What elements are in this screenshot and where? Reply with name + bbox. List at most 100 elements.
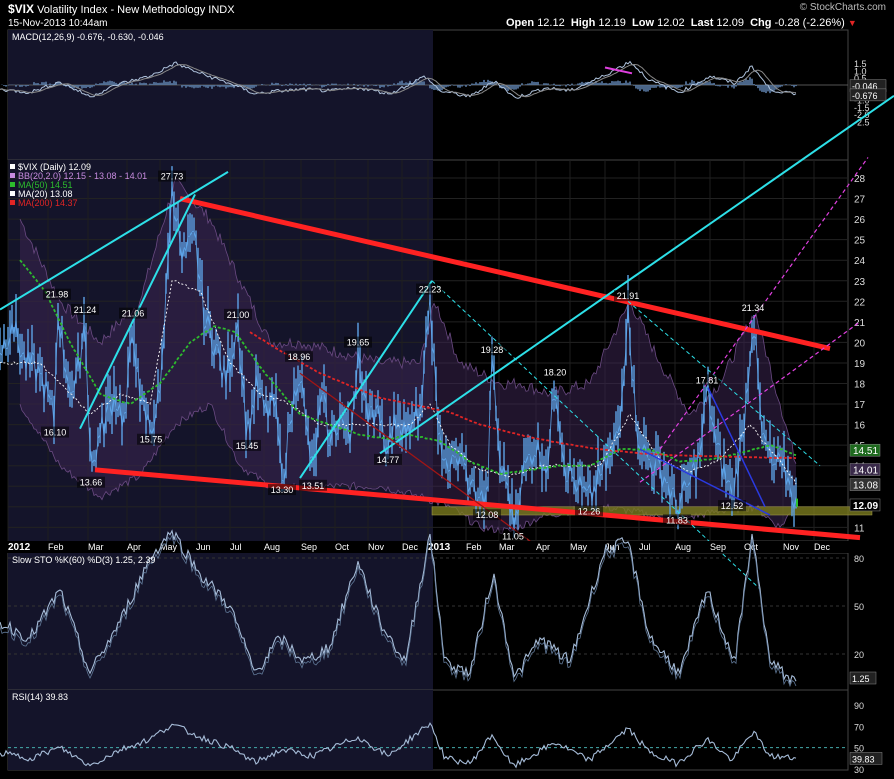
- x-axis-label: Nov: [783, 542, 800, 552]
- price-annotation: 18.20: [544, 367, 567, 377]
- legend-swatch: [10, 191, 15, 196]
- price-tick-label: 17: [854, 400, 866, 411]
- annotation-bg: [739, 301, 767, 313]
- price-annotation: 13.30: [271, 485, 294, 495]
- annotation-bg: [41, 426, 69, 438]
- annotation-bg: [71, 303, 99, 315]
- macd-tick-label: -2.5: [854, 118, 870, 128]
- annotation-bg: [416, 283, 444, 295]
- annotation-bg: [478, 344, 506, 356]
- annotation-bg: [224, 308, 252, 320]
- macd-right-box: [849, 88, 887, 102]
- trendline-blue-1: [639, 448, 771, 516]
- price-annotation: 12.52: [721, 501, 744, 511]
- price-tick-label: 16: [854, 421, 866, 432]
- price-tick-label: 27: [854, 195, 866, 206]
- x-axis-label: Oct: [335, 542, 350, 552]
- price-legend-entry: MA(200) 14.37: [18, 198, 78, 208]
- quote-summary: Open 12.12 High 12.19 Low 12.02 Last 12.…: [506, 17, 857, 29]
- annotation-bg: [158, 170, 186, 182]
- annotation-bg: [137, 433, 165, 445]
- x-axis-label: Mar: [499, 542, 515, 552]
- trendline-cyan-4: [379, 94, 894, 455]
- price-annotation: 15.75: [140, 435, 163, 445]
- trendline-red-upper: [179, 196, 831, 352]
- x-axis-label: May: [160, 542, 178, 552]
- macd-signal-line: [0, 63, 797, 98]
- price-right-label: 14.51: [853, 446, 878, 457]
- macd-legend: MACD(12,26,9) -0.676, -0.630, -0.046: [12, 32, 164, 42]
- price-annotation: 19.28: [481, 345, 504, 355]
- price-annotation: 11.05: [502, 531, 524, 541]
- legend-swatch: [10, 200, 15, 205]
- macd-tick-label: -2.0: [854, 110, 870, 120]
- price-annotation: 16.10: [44, 428, 67, 438]
- price-tick-label: 22: [854, 297, 866, 308]
- x-axis-label: Jul: [639, 542, 651, 552]
- macd-shade-2012: [8, 30, 433, 160]
- x-axis-label: Sep: [710, 542, 726, 552]
- trendline-cyan-3: [299, 280, 433, 479]
- annotation-bg: [285, 350, 313, 362]
- x-axis-label: Jul: [230, 542, 242, 552]
- last-value: 12.09: [716, 17, 744, 29]
- bollinger-upper-line: [19, 178, 797, 464]
- change-value: -0.28 (-2.26%): [774, 17, 845, 29]
- legend-swatch: [10, 173, 15, 178]
- low-value: 12.02: [657, 17, 685, 29]
- annotation-bg: [663, 514, 691, 526]
- annotation-bg: [499, 530, 527, 542]
- x-axis-label: Apr: [127, 542, 141, 552]
- price-annotation: 12.26: [578, 506, 601, 516]
- price-tick-label: 18: [854, 380, 866, 391]
- price-tick-label: 25: [854, 236, 866, 247]
- trendline-magenta-2: [639, 321, 861, 483]
- macd-tick-label: 0.5: [854, 74, 867, 84]
- x-axis-label: Apr: [536, 542, 550, 552]
- annotation-bg: [344, 336, 372, 348]
- source-credit: © StockCharts.com: [799, 2, 886, 13]
- annotation-bg: [473, 509, 501, 521]
- rsi-legend: RSI(14) 39.83: [12, 692, 68, 702]
- x-axis-label: 2013: [428, 542, 451, 553]
- open-value: 12.12: [537, 17, 565, 29]
- price-right-label-box: [849, 463, 881, 476]
- ma200-line: [249, 331, 797, 460]
- price-annotation: 12.08: [476, 510, 499, 520]
- price-tick-label: 26: [854, 215, 866, 226]
- symbol-label: $VIX: [8, 2, 35, 16]
- price-annotation: 21.91: [617, 291, 640, 301]
- price-tick-label: 21: [854, 318, 866, 329]
- x-axis-label: May: [570, 542, 588, 552]
- macd-right-label: -0.046: [852, 82, 878, 92]
- price-right-label-box: [849, 498, 881, 512]
- x-axis-label: Dec: [814, 542, 831, 552]
- annotation-bg: [693, 374, 721, 386]
- sto-right-box: [849, 671, 877, 685]
- price-line: [0, 183, 797, 530]
- annotation-bg: [374, 453, 402, 465]
- trendline-red-lower: [94, 467, 861, 541]
- annotation-bg: [299, 479, 327, 491]
- price-legend-entry: $VIX (Daily) 12.09: [18, 162, 91, 172]
- macd-tick-label: 1.5: [854, 59, 867, 69]
- annotation-bg: [77, 476, 105, 488]
- macd-right-label: -0.676: [852, 91, 878, 101]
- price-legend-entry: MA(50) 14.51: [18, 180, 73, 190]
- price-annotation: 18.96: [288, 352, 311, 362]
- down-arrow-icon: ▼: [847, 18, 857, 28]
- sto-shade-2012: [8, 553, 433, 690]
- price-annotation: 17.81: [696, 375, 719, 385]
- rsi-panel: 90 70 50 30 RSI(14) 39.83 39.83: [0, 692, 883, 775]
- sto-tick-label: 50: [854, 602, 864, 612]
- trendline-teal-dash-1: [431, 280, 761, 590]
- rsi-tick-label: 50: [854, 744, 864, 754]
- price-right-label: 13.08: [853, 481, 878, 492]
- price-right-label-box: [849, 478, 881, 491]
- instrument-name: Volatility Index - New Methodology: [37, 4, 206, 16]
- annotation-bg: [119, 307, 147, 319]
- trendline-darkred-1: [299, 372, 546, 553]
- price-tick-label: 24: [854, 256, 866, 267]
- rsi-tick-label: 70: [854, 722, 864, 732]
